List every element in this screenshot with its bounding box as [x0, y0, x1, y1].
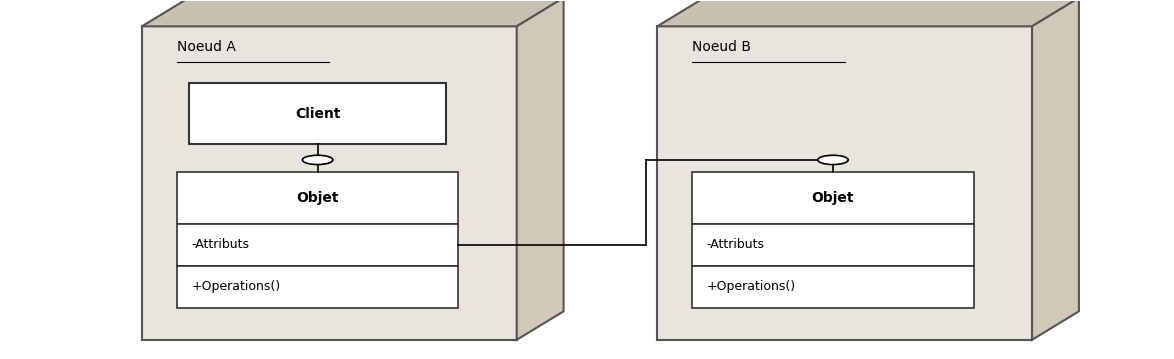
Polygon shape — [1032, 0, 1079, 340]
Text: -Attributs: -Attributs — [191, 238, 249, 251]
Text: Noeud A: Noeud A — [177, 40, 236, 54]
Bar — [177, 224, 458, 266]
Circle shape — [303, 155, 333, 164]
Bar — [693, 172, 973, 224]
Text: Client: Client — [295, 107, 340, 121]
Circle shape — [818, 155, 848, 164]
Polygon shape — [142, 0, 564, 26]
Text: +Operations(): +Operations() — [191, 280, 281, 293]
Bar — [177, 172, 458, 224]
Bar — [177, 266, 458, 308]
Polygon shape — [657, 0, 1079, 26]
Text: Noeud B: Noeud B — [693, 40, 751, 54]
Text: Objet: Objet — [296, 191, 339, 205]
Bar — [189, 83, 446, 144]
Polygon shape — [142, 26, 517, 340]
Text: +Operations(): +Operations() — [707, 280, 796, 293]
Text: -Attributs: -Attributs — [707, 238, 764, 251]
Bar — [693, 224, 973, 266]
Bar — [693, 266, 973, 308]
Polygon shape — [517, 0, 564, 340]
Polygon shape — [657, 26, 1032, 340]
Text: Objet: Objet — [811, 191, 855, 205]
